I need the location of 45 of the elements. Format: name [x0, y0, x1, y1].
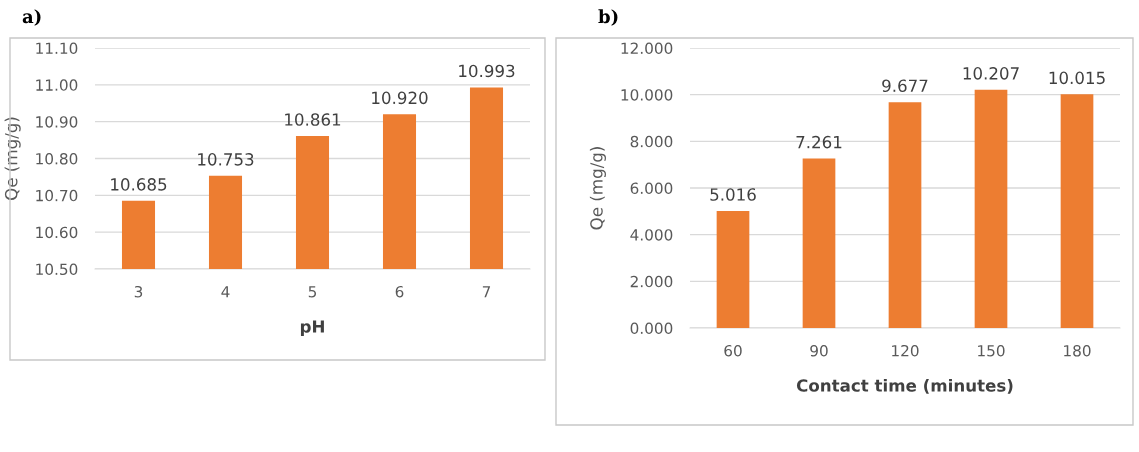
y-tick-label: 10.60	[36, 226, 78, 239]
y-tick-label: 10.000	[621, 89, 673, 101]
bar	[716, 210, 750, 328]
bar	[888, 102, 922, 328]
y-axis-title: Qe (mg/g)	[4, 117, 21, 200]
data-label: 10.015	[1049, 71, 1105, 85]
data-label: 10.685	[111, 178, 167, 191]
y-tick-label: 10.50	[36, 263, 78, 276]
y-tick-label: 10.80	[36, 152, 78, 165]
data-label: 10.920	[372, 91, 428, 105]
y-tick-label: 0.000	[630, 322, 673, 335]
x-tick-label: 150	[978, 344, 1005, 357]
x-tick-label: 6	[395, 285, 404, 298]
data-label: 7.261	[796, 135, 842, 149]
y-tick-label: 4.000	[630, 229, 673, 241]
data-label: 10.861	[285, 113, 341, 126]
y-tick-label: 12.000	[621, 42, 673, 55]
bar	[974, 89, 1008, 328]
x-tick-label: 4	[221, 286, 230, 298]
bar	[1060, 94, 1094, 328]
x-axis-title: Contact time (minutes)	[796, 378, 1013, 394]
x-tick-label: 60	[724, 344, 742, 357]
chart-title: b)	[598, 9, 618, 26]
data-label: 10.753	[198, 153, 254, 166]
y-tick-label: 6.000	[630, 182, 673, 195]
x-tick-label: 120	[892, 344, 919, 357]
y-tick-label: 8.000	[630, 135, 673, 148]
y-tick-label: 10.70	[36, 189, 78, 202]
x-tick-label: 3	[134, 285, 143, 298]
x-tick-label: 180	[1064, 344, 1091, 357]
x-tick-label: 5	[308, 286, 317, 298]
x-axis-title: pH	[300, 320, 324, 337]
bar	[802, 158, 836, 328]
chart-title: a)	[22, 9, 41, 26]
data-label: 10.993	[459, 64, 515, 78]
y-tick-label: 10.90	[36, 116, 78, 128]
x-tick-label: 90	[810, 344, 828, 357]
x-tick-label: 7	[482, 286, 491, 298]
y-tick-label: 2.000	[630, 275, 673, 288]
y-tick-label: 11.10	[36, 42, 78, 55]
data-label: 5.016	[710, 188, 756, 201]
y-axis-title: Qe (mg/g)	[589, 147, 606, 230]
data-label: 10.207	[963, 67, 1019, 80]
y-tick-label: 11.00	[36, 79, 78, 91]
data-label: 9.677	[882, 79, 928, 93]
